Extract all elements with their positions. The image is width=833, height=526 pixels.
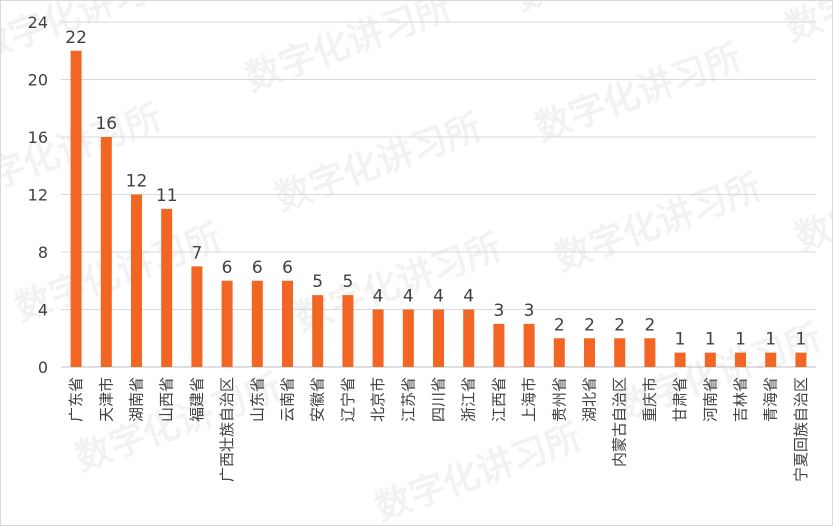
category-label: 内蒙古自治区 xyxy=(611,377,629,467)
bar xyxy=(402,309,414,367)
bar xyxy=(463,309,475,367)
category-label: 辽宁省 xyxy=(339,377,357,422)
bar xyxy=(221,280,233,367)
data-label: 3 xyxy=(493,301,504,321)
y-tick-label: 16 xyxy=(28,128,48,147)
bar xyxy=(100,137,112,367)
bar xyxy=(161,208,173,367)
watermark-text: 数字化讲习所 xyxy=(1,1,187,69)
category-label: 北京市 xyxy=(369,377,387,422)
data-label: 11 xyxy=(156,186,178,206)
category-label: 上海市 xyxy=(520,377,538,422)
bar xyxy=(493,323,505,367)
data-label: 5 xyxy=(342,272,353,292)
watermark-text: 数字化讲习所 xyxy=(790,147,832,259)
y-tick-label: 20 xyxy=(28,71,48,90)
bar xyxy=(282,280,293,367)
data-label: 2 xyxy=(614,315,625,335)
category-label: 吉林省 xyxy=(732,377,750,422)
data-label: 4 xyxy=(373,287,384,307)
data-label: 2 xyxy=(584,315,595,335)
bar xyxy=(795,352,807,367)
data-label: 1 xyxy=(765,330,776,350)
y-tick-label: 12 xyxy=(28,186,48,205)
bar xyxy=(312,295,324,367)
category-label: 山西省 xyxy=(158,377,176,422)
data-label: 1 xyxy=(675,330,686,350)
bar xyxy=(131,194,142,367)
bar xyxy=(765,352,777,367)
data-label: 7 xyxy=(191,243,202,263)
watermark-text: 数字化讲习所 xyxy=(270,107,487,219)
data-label: 4 xyxy=(463,287,474,307)
y-tick-label: 4 xyxy=(38,301,48,320)
data-label: 22 xyxy=(65,28,87,48)
data-label: 4 xyxy=(433,287,444,307)
bar xyxy=(251,280,263,367)
category-label: 重庆市 xyxy=(641,377,659,422)
watermark-text: 数字化讲习所 xyxy=(550,167,767,279)
watermark-text: 数字化讲习所 xyxy=(780,1,832,49)
bar xyxy=(342,295,354,367)
category-label: 河南省 xyxy=(701,377,719,422)
category-label: 江苏省 xyxy=(399,377,417,422)
category-label: 广东省 xyxy=(67,377,85,422)
x-axis: 广东省 天津市 湖南省 山西省 福建省 广西壮族自治区 山东省 云南省 安徽省 辽宁省 北京市 江苏省… xyxy=(67,377,810,482)
data-label: 6 xyxy=(252,258,263,278)
category-label: 甘肃省 xyxy=(671,377,689,422)
bar xyxy=(372,309,384,367)
data-label: 6 xyxy=(282,258,293,278)
watermark-text: 数字化讲习所 xyxy=(510,1,727,19)
bar xyxy=(614,338,626,367)
watermark-text: 数字化讲习所 xyxy=(1,97,167,209)
data-label: 4 xyxy=(403,287,414,307)
bar xyxy=(644,338,656,367)
data-label: 2 xyxy=(644,315,655,335)
bar xyxy=(433,309,444,367)
bar xyxy=(735,352,746,367)
bar xyxy=(584,338,595,367)
data-label: 5 xyxy=(312,272,323,292)
data-label: 1 xyxy=(705,330,716,350)
data-label: 6 xyxy=(222,258,233,278)
bar xyxy=(70,50,82,367)
category-label: 湖北省 xyxy=(581,377,599,422)
category-label: 云南省 xyxy=(279,377,297,422)
data-label: 1 xyxy=(795,330,806,350)
data-label: 12 xyxy=(126,172,148,192)
category-label: 青海省 xyxy=(762,377,780,422)
category-label: 湖南省 xyxy=(128,377,146,422)
y-tick-label: 8 xyxy=(38,243,48,262)
category-label: 宁夏回族自治区 xyxy=(792,377,810,482)
data-label: 3 xyxy=(524,301,535,321)
category-label: 安徽省 xyxy=(309,377,327,422)
data-label: 16 xyxy=(95,114,117,134)
bars xyxy=(70,50,807,367)
watermark-text: 数字化讲习所 xyxy=(370,417,587,525)
y-axis: 0 4 8 12 16 20 24 xyxy=(28,13,48,377)
category-label: 贵州省 xyxy=(550,377,568,422)
y-tick-label: 24 xyxy=(28,13,48,32)
data-label: 1 xyxy=(735,330,746,350)
bar xyxy=(191,266,203,367)
bar xyxy=(553,338,565,367)
watermark-text: 数字化讲习所 xyxy=(240,1,457,99)
watermark-text: 数字化讲习所 xyxy=(530,37,747,149)
category-label: 福建省 xyxy=(188,377,206,422)
bar xyxy=(704,352,716,367)
category-label: 江西省 xyxy=(490,377,508,422)
y-tick-label: 0 xyxy=(38,358,48,377)
bar xyxy=(523,323,535,367)
category-label: 山东省 xyxy=(248,377,266,422)
data-label: 2 xyxy=(554,315,565,335)
category-label: 天津市 xyxy=(97,377,115,422)
bar xyxy=(674,352,686,367)
category-label: 四川省 xyxy=(430,377,448,422)
category-label: 广西壮族自治区 xyxy=(218,377,236,482)
category-label: 浙江省 xyxy=(460,377,478,422)
